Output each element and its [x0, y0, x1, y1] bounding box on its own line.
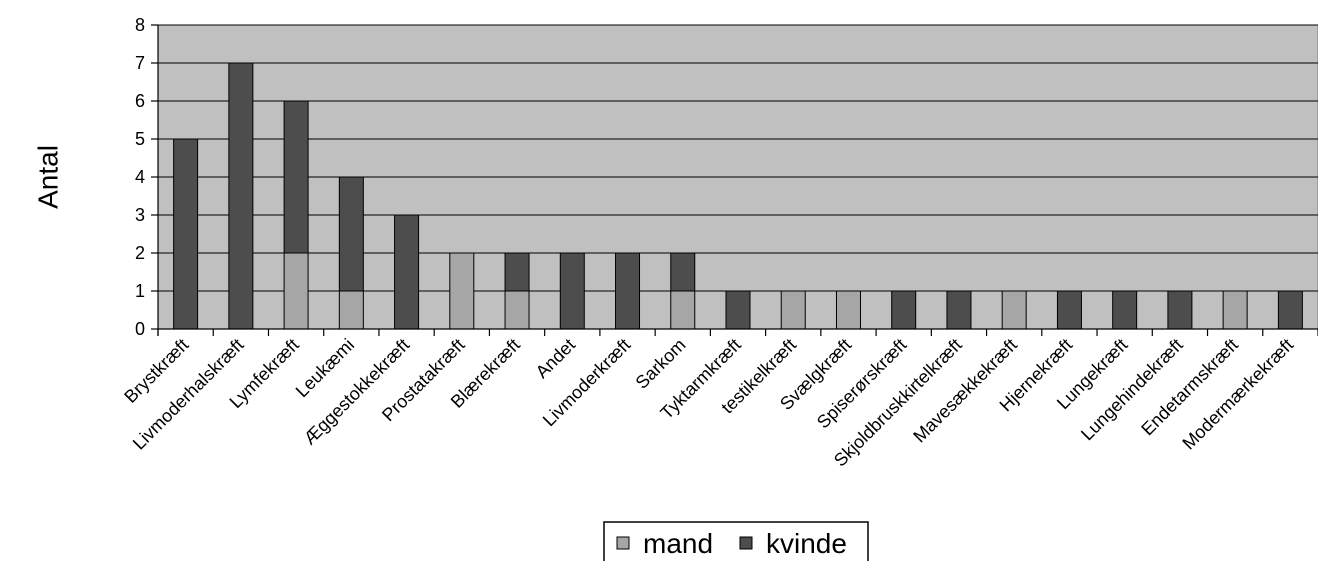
- bar-kvinde: [1167, 290, 1193, 330]
- bar-kvinde: [173, 138, 199, 330]
- y-ticks: 0 1 2 3 4 5 6 7 8: [135, 15, 158, 339]
- bars: [173, 62, 1303, 330]
- bar-kvinde: [891, 290, 917, 330]
- x-tick-label: Endetarmskræft: [1137, 335, 1242, 440]
- y-tick-label: 1: [135, 281, 145, 301]
- x-tick-label: Mavesækkekræft: [909, 335, 1021, 447]
- legend-label-mand: mand: [643, 528, 713, 559]
- bar-kvinde: [670, 252, 696, 292]
- y-tick-label: 0: [135, 319, 145, 339]
- legend-label-kvinde: kvinde: [766, 528, 847, 559]
- bar-mand: [283, 252, 309, 330]
- bar-mand: [835, 290, 861, 330]
- bar-mand: [504, 290, 530, 330]
- y-tick-label: 3: [135, 205, 145, 225]
- y-tick-label: 5: [135, 129, 145, 149]
- bar-kvinde: [228, 62, 254, 330]
- legend-swatch-mand: [616, 536, 630, 550]
- y-tick-label: 4: [135, 167, 145, 187]
- y-axis-label: Antal: [32, 145, 63, 209]
- bar-kvinde: [1056, 290, 1082, 330]
- bar-mand: [449, 252, 475, 330]
- legend: mand kvinde: [603, 521, 869, 561]
- y-tick-label: 2: [135, 243, 145, 263]
- bar-kvinde: [283, 100, 309, 254]
- y-tick-label: 7: [135, 53, 145, 73]
- y-tick-label: 6: [135, 91, 145, 111]
- x-tick-label: Andet: [532, 335, 579, 382]
- bar-kvinde: [1112, 290, 1138, 330]
- y-tick-label: 8: [135, 15, 145, 35]
- bar-mand: [338, 290, 364, 330]
- bar-kvinde: [725, 290, 751, 330]
- bar-mand: [670, 290, 696, 330]
- bar-kvinde: [615, 252, 641, 330]
- bar-mand: [1001, 290, 1027, 330]
- bar-mand: [1222, 290, 1248, 330]
- bar-kvinde: [1277, 290, 1303, 330]
- bar-kvinde: [946, 290, 972, 330]
- x-tick-label: Lungehindekræft: [1077, 335, 1187, 445]
- legend-swatch-kvinde: [739, 536, 753, 550]
- bar-kvinde: [338, 176, 364, 292]
- bar-kvinde: [504, 252, 530, 292]
- legend-box: [603, 521, 869, 561]
- bar-mand: [780, 290, 806, 330]
- bar-kvinde: [559, 252, 585, 330]
- x-ticks: BrystkræftLivmoderhalskræftLymfekræftLeu…: [120, 329, 1318, 470]
- bar-kvinde: [394, 214, 420, 330]
